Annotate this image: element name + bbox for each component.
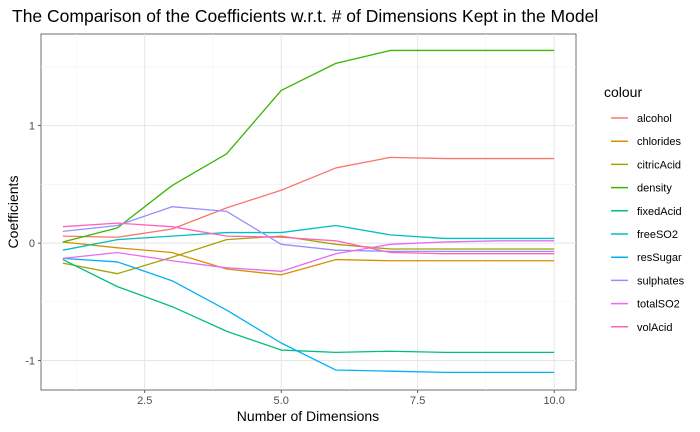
series-line-totalSO2 bbox=[62, 240, 555, 272]
plot-panel bbox=[40, 33, 577, 391]
x-axis-title: Number of Dimensions bbox=[237, 408, 379, 424]
legend-item-fixedAcid: fixedAcid bbox=[611, 206, 682, 218]
y-tick-label: 1 bbox=[29, 121, 35, 133]
legend-item-totalSO2: totalSO2 bbox=[611, 299, 680, 311]
legend: colour alcohol chlorides citricAcid density… bbox=[604, 84, 685, 334]
legend-label-resSugar: resSugar bbox=[637, 252, 682, 264]
legend-label-totalSO2: totalSO2 bbox=[637, 299, 680, 311]
legend-item-chlorides: chlorides bbox=[611, 136, 682, 148]
legend-item-resSugar: resSugar bbox=[611, 252, 682, 264]
legend-item-density: density bbox=[611, 183, 672, 195]
series-line-density bbox=[62, 49, 555, 243]
legend-item-alcohol: alcohol bbox=[611, 113, 672, 125]
y-tick-label: -1 bbox=[25, 356, 35, 368]
series-line-chlorides bbox=[62, 241, 555, 276]
legend-item-sulphates: sulphates bbox=[611, 275, 685, 287]
legend-item-volAcid: volAcid bbox=[611, 322, 672, 334]
x-tick-label: 7.5 bbox=[410, 395, 425, 407]
chart-title: The Comparison of the Coefficients w.r.t… bbox=[12, 6, 598, 26]
y-tick-label: 0 bbox=[29, 238, 35, 250]
legend-label-freeSO2: freeSO2 bbox=[637, 229, 678, 241]
y-axis-title: Coefficients bbox=[5, 176, 21, 249]
series-lines bbox=[62, 49, 555, 374]
legend-items: alcohol chlorides citricAcid density fixedAc… bbox=[611, 113, 685, 334]
legend-label-volAcid: volAcid bbox=[637, 322, 672, 334]
legend-label-density: density bbox=[637, 183, 672, 195]
legend-item-freeSO2: freeSO2 bbox=[611, 229, 678, 241]
series-line-sulphates bbox=[62, 206, 555, 253]
series-line-volAcid bbox=[62, 222, 555, 255]
legend-label-citricAcid: citricAcid bbox=[637, 159, 681, 171]
series-line-resSugar bbox=[62, 257, 555, 374]
grid-lines bbox=[41, 34, 576, 390]
x-tick-label: 10.0 bbox=[543, 395, 564, 407]
series-line-citricAcid bbox=[62, 235, 555, 275]
legend-title: colour bbox=[604, 84, 642, 100]
x-tick-label: 5.0 bbox=[274, 395, 289, 407]
legend-label-chlorides: chlorides bbox=[637, 136, 682, 148]
x-tick-label: 2.5 bbox=[137, 395, 152, 407]
axes: 2.5 5.0 7.5 10.0 -1 0 1 bbox=[25, 121, 565, 407]
legend-label-alcohol: alcohol bbox=[637, 113, 672, 125]
series-line-alcohol bbox=[62, 156, 555, 238]
legend-item-citricAcid: citricAcid bbox=[611, 159, 681, 171]
series-line-freeSO2 bbox=[62, 224, 555, 251]
legend-label-fixedAcid: fixedAcid bbox=[637, 206, 682, 218]
legend-label-sulphates: sulphates bbox=[637, 275, 685, 287]
series-line-fixedAcid bbox=[62, 258, 555, 354]
